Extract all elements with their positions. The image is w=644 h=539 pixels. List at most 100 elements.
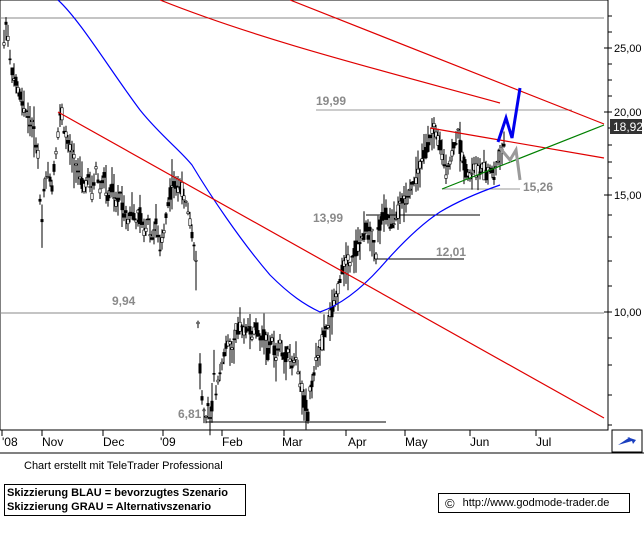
price-candle-body xyxy=(26,116,30,118)
price-candle-body xyxy=(110,183,114,193)
price-candle-body xyxy=(8,58,12,61)
x-tick-label-jun: Jun xyxy=(470,435,489,449)
price-candle-body xyxy=(484,169,488,181)
scenario-legend: Skizzierung BLAU = bevorzugtes Szenario … xyxy=(4,484,246,516)
price-candle-body xyxy=(268,341,272,346)
price-candle-body xyxy=(132,213,136,221)
price-candle-body xyxy=(118,191,122,194)
price-candle-body xyxy=(16,87,20,94)
price-candle-body xyxy=(266,347,270,360)
price-candle-body xyxy=(202,409,206,412)
price-candle-body xyxy=(366,235,370,240)
trendline-curve-red xyxy=(159,0,501,104)
price-candle-body xyxy=(264,334,268,341)
price-candle-body xyxy=(434,131,438,138)
price-candle-body xyxy=(190,231,194,239)
price-candle-body xyxy=(208,417,212,419)
support-line-green xyxy=(441,124,605,190)
price-candle-body xyxy=(82,183,86,192)
price-candle-body xyxy=(340,264,344,275)
price-candle-body xyxy=(52,164,56,172)
price-candle-body xyxy=(122,213,126,218)
price-candle-body xyxy=(172,181,176,187)
price-candle-body xyxy=(66,140,70,144)
price-candle-body xyxy=(198,363,202,374)
x-tick-label-may: May xyxy=(405,435,428,449)
price-candle-body xyxy=(176,186,180,193)
price-candle-body xyxy=(296,371,300,375)
price-candle-body xyxy=(158,249,162,252)
y-tick-label-20: 20,00 xyxy=(614,107,642,119)
price-candle-body xyxy=(56,131,60,138)
price-candle-body xyxy=(344,257,348,265)
price-candle-body xyxy=(442,164,446,167)
price-candle-body xyxy=(90,193,94,200)
price-candle-body xyxy=(124,210,128,213)
annotation-15-26: 15,26 xyxy=(523,180,553,194)
price-candle-body xyxy=(18,91,22,100)
price-candle-body xyxy=(200,396,204,401)
price-candle-body xyxy=(42,188,46,192)
price-candle-body xyxy=(228,341,232,345)
annotation-13-99: 13,99 xyxy=(313,211,343,225)
x-axis-ticks xyxy=(1,430,537,436)
price-candle-body xyxy=(160,237,164,243)
price-candle-body xyxy=(308,386,312,392)
price-candle-body xyxy=(414,177,418,184)
price-candle-body xyxy=(38,198,42,202)
price-candle-body xyxy=(402,195,406,199)
price-candle-body xyxy=(316,355,320,358)
price-candle-body xyxy=(102,172,106,178)
price-candle-body xyxy=(314,357,318,361)
price-candle-body xyxy=(460,151,464,162)
price-candle-body xyxy=(68,144,72,152)
price-candle-body xyxy=(216,379,220,383)
price-candle-body xyxy=(248,326,252,335)
price-candle-body xyxy=(312,372,316,376)
copyright-icon: © xyxy=(445,495,455,511)
source-url[interactable]: http://www.godmode-trader.de xyxy=(462,497,610,509)
price-candle-body xyxy=(152,229,156,231)
price-candle-body xyxy=(338,278,342,283)
price-candle-body xyxy=(232,338,236,341)
price-candle-body xyxy=(74,163,78,166)
price-candle-body xyxy=(502,143,506,147)
current-price-label: 18,92 xyxy=(613,120,643,134)
price-candle-body xyxy=(32,126,36,129)
price-candle-body xyxy=(424,147,428,159)
price-candle-body xyxy=(278,339,282,344)
x-tick-label-08: '08 xyxy=(2,435,18,449)
price-candle-body xyxy=(204,415,208,418)
x-tick-label-09: '09 xyxy=(160,435,176,449)
source-link-box[interactable]: © http://www.godmode-trader.de xyxy=(438,493,630,513)
price-candle-body xyxy=(372,239,376,243)
price-candle-body xyxy=(426,142,430,152)
price-candle-body xyxy=(240,325,244,328)
price-candle-body xyxy=(286,348,290,353)
price-candle-body xyxy=(334,293,338,298)
grey-scenario-path xyxy=(498,145,522,181)
price-candle-body xyxy=(146,218,150,221)
x-tick-label-mar: Mar xyxy=(282,435,303,449)
y-tick-label-10: 10,00 xyxy=(614,307,642,319)
x-tick-label-feb: Feb xyxy=(222,435,243,449)
price-candle-body xyxy=(40,219,44,223)
price-candle-body xyxy=(416,168,420,174)
price-candle-body xyxy=(300,383,304,392)
price-candle-body xyxy=(154,218,158,225)
price-candle-body xyxy=(290,365,294,369)
price-candle-body xyxy=(320,334,324,351)
price-candle-body xyxy=(166,202,170,207)
price-candle-body xyxy=(194,259,198,262)
price-candle-body xyxy=(370,228,374,232)
price-candle-body xyxy=(138,207,142,225)
price-candle-body xyxy=(48,176,52,182)
price-candle-body xyxy=(84,180,88,188)
price-candle-body xyxy=(322,330,326,338)
price-candle-body xyxy=(252,326,256,335)
price-candle-body xyxy=(462,156,466,171)
blue-scenario-path xyxy=(496,87,522,143)
price-candle-body xyxy=(346,254,350,261)
price-candle-body xyxy=(94,166,98,170)
